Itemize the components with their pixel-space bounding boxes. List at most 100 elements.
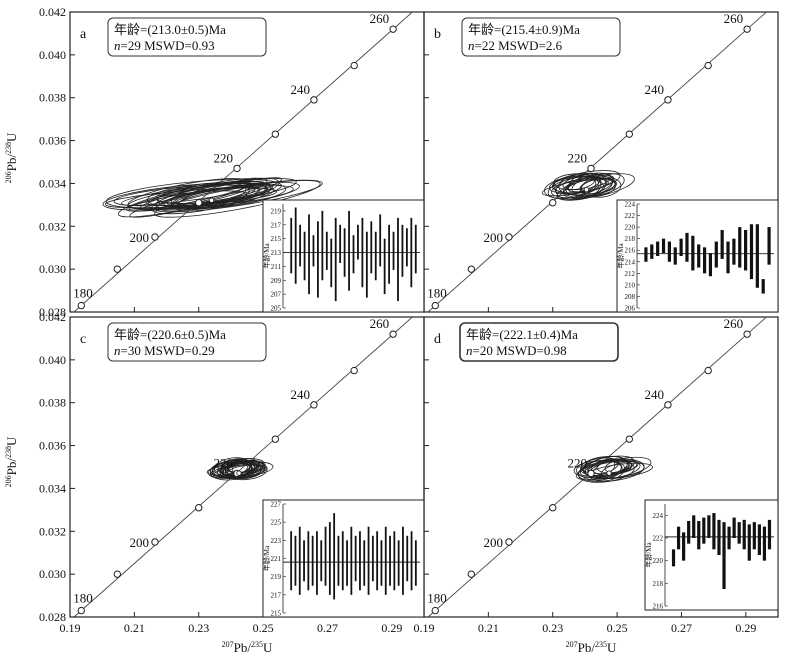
concordia-marker bbox=[467, 265, 476, 273]
error-ellipse bbox=[102, 182, 269, 211]
stats-line: n=22 MSWD=2.6 bbox=[468, 38, 563, 53]
x-tick-label: 0.25 bbox=[607, 621, 628, 635]
xlabel-main: Pb/ bbox=[578, 640, 596, 655]
n-symbol: n bbox=[468, 38, 475, 53]
concordia-age-label: 180 bbox=[427, 591, 447, 606]
concordia-age-label: 260 bbox=[370, 316, 390, 331]
concordia-marker bbox=[625, 435, 634, 443]
n-symbol: n bbox=[114, 343, 121, 358]
mean-marker bbox=[209, 197, 215, 203]
concordia-marker bbox=[587, 469, 595, 478]
mean-marker bbox=[236, 470, 242, 476]
y-tick-label: 0.042 bbox=[39, 5, 66, 19]
inset-tick-label: 216 bbox=[625, 247, 636, 255]
inset-ylabel: 年龄/Ma bbox=[644, 541, 653, 567]
inset-tick-label: 207 bbox=[271, 291, 282, 299]
inset-c: 227 225 223 221 219 217 215 年龄/Ma bbox=[262, 499, 425, 618]
panel-d: 180 200 220 240 260 d 年龄=(222.1±0.4)Man=20 MSW… bbox=[414, 316, 779, 635]
mean-marker bbox=[583, 186, 590, 193]
age-label: 年龄=(215.4±0.9)Ma bbox=[468, 22, 580, 37]
inset-b: 224 222 220 218 216 214 212 210 208 206 年龄/Ma bbox=[616, 199, 779, 313]
concordia-age-label: 240 bbox=[644, 82, 664, 97]
y-tick-label: 0.032 bbox=[39, 219, 66, 233]
concordia-marker bbox=[151, 538, 159, 546]
concordia-marker bbox=[77, 606, 85, 615]
xlabel-end: U bbox=[263, 640, 273, 655]
ylabel-sup2: 238 bbox=[4, 142, 13, 154]
concordia-marker bbox=[704, 366, 712, 375]
concordia-curve bbox=[427, 12, 768, 312]
error-ellipse bbox=[554, 177, 601, 195]
concordia-age-label: 200 bbox=[483, 535, 503, 550]
error-ellipse bbox=[585, 455, 628, 480]
concordia-marker bbox=[151, 233, 159, 241]
concordia-marker bbox=[113, 265, 122, 273]
concordia-age-label: 200 bbox=[483, 230, 503, 245]
concordia-marker bbox=[350, 61, 358, 70]
svg-text:206Pb/238U: 206Pb/238U bbox=[4, 132, 19, 183]
concordia-age-label: 260 bbox=[724, 316, 744, 331]
error-ellipse bbox=[544, 173, 613, 200]
svg-text:207Pb/235U: 207Pb/235U bbox=[566, 640, 617, 655]
concordia-marker bbox=[113, 570, 122, 578]
concordia-marker bbox=[233, 164, 241, 173]
error-ellipse bbox=[117, 177, 268, 218]
error-ellipse bbox=[580, 459, 623, 481]
x-tick-label: 0.21 bbox=[124, 621, 145, 635]
inset-ylabel: 年龄/Ma bbox=[262, 545, 271, 571]
inset-tick-label: 220 bbox=[625, 224, 636, 232]
inset-tick-label: 219 bbox=[271, 207, 282, 215]
stats-box bbox=[461, 17, 621, 57]
ylabel-main: Pb/ bbox=[4, 458, 19, 476]
n-symbol: n bbox=[114, 38, 121, 53]
error-ellipse bbox=[547, 176, 599, 199]
inset-tick-label: 221 bbox=[271, 555, 282, 563]
error-ellipse bbox=[541, 178, 609, 197]
concordia-marker bbox=[350, 366, 358, 375]
mean-marker bbox=[606, 470, 612, 476]
inset-a: 219 217 215 213 211 209 207 205 年龄/Ma bbox=[262, 199, 425, 313]
concordia-marker bbox=[195, 504, 203, 512]
concordia-marker bbox=[587, 164, 595, 173]
x-tick-label: 0.23 bbox=[542, 621, 563, 635]
inset-tick-label: 214 bbox=[625, 258, 636, 266]
concordia-age-label: 220 bbox=[214, 455, 234, 470]
x-axis-label-right: 207Pb/235U bbox=[566, 640, 617, 655]
inset-tick-label: 223 bbox=[271, 537, 282, 545]
concordia-marker bbox=[743, 25, 751, 33]
concordia-marker bbox=[743, 330, 751, 338]
y-tick-label: 0.036 bbox=[39, 439, 66, 453]
stats-values: =30 MSWD=0.29 bbox=[121, 343, 215, 358]
concordia-marker bbox=[549, 199, 557, 207]
concordia-marker bbox=[431, 301, 439, 310]
concordia-marker bbox=[310, 401, 318, 409]
ellipse-group bbox=[206, 457, 274, 481]
x-tick-label: 0.19 bbox=[414, 621, 435, 635]
inset-tick-label: 217 bbox=[271, 591, 282, 599]
xlabel-sup2: 235 bbox=[595, 640, 607, 649]
y-tick-label: 0.030 bbox=[39, 262, 66, 276]
stats-box bbox=[107, 322, 267, 362]
inset-tick-label: 210 bbox=[625, 281, 636, 289]
y-tick-label: 0.034 bbox=[39, 176, 66, 190]
stats-values: =29 MSWD=0.93 bbox=[121, 38, 215, 53]
stats-box bbox=[107, 17, 267, 57]
inset-tick-label: 216 bbox=[653, 603, 664, 611]
stats-line: n=29 MSWD=0.93 bbox=[114, 38, 215, 53]
inset-frame bbox=[644, 499, 779, 611]
inset-ylabel: 年龄/Ma bbox=[616, 242, 625, 268]
concordia-curve bbox=[73, 12, 414, 312]
inset-tick-label: 209 bbox=[271, 277, 282, 285]
error-ellipse bbox=[596, 459, 630, 474]
inset-tick-label: 208 bbox=[625, 293, 636, 301]
concordia-age-label: 220 bbox=[214, 150, 234, 165]
panel-c: 180 200 220 240 260 c 年龄=(220.6±0.5)Man=30 MSW… bbox=[39, 310, 425, 635]
error-ellipse bbox=[104, 187, 278, 209]
concordia-marker bbox=[195, 199, 203, 207]
concordia-age-label: 260 bbox=[370, 11, 390, 26]
concordia-age-label: 240 bbox=[290, 387, 310, 402]
y-tick-label: 0.036 bbox=[39, 134, 66, 148]
concordia-marker bbox=[704, 61, 712, 70]
error-ellipse bbox=[150, 181, 267, 215]
x-tick-label: 0.21 bbox=[478, 621, 499, 635]
